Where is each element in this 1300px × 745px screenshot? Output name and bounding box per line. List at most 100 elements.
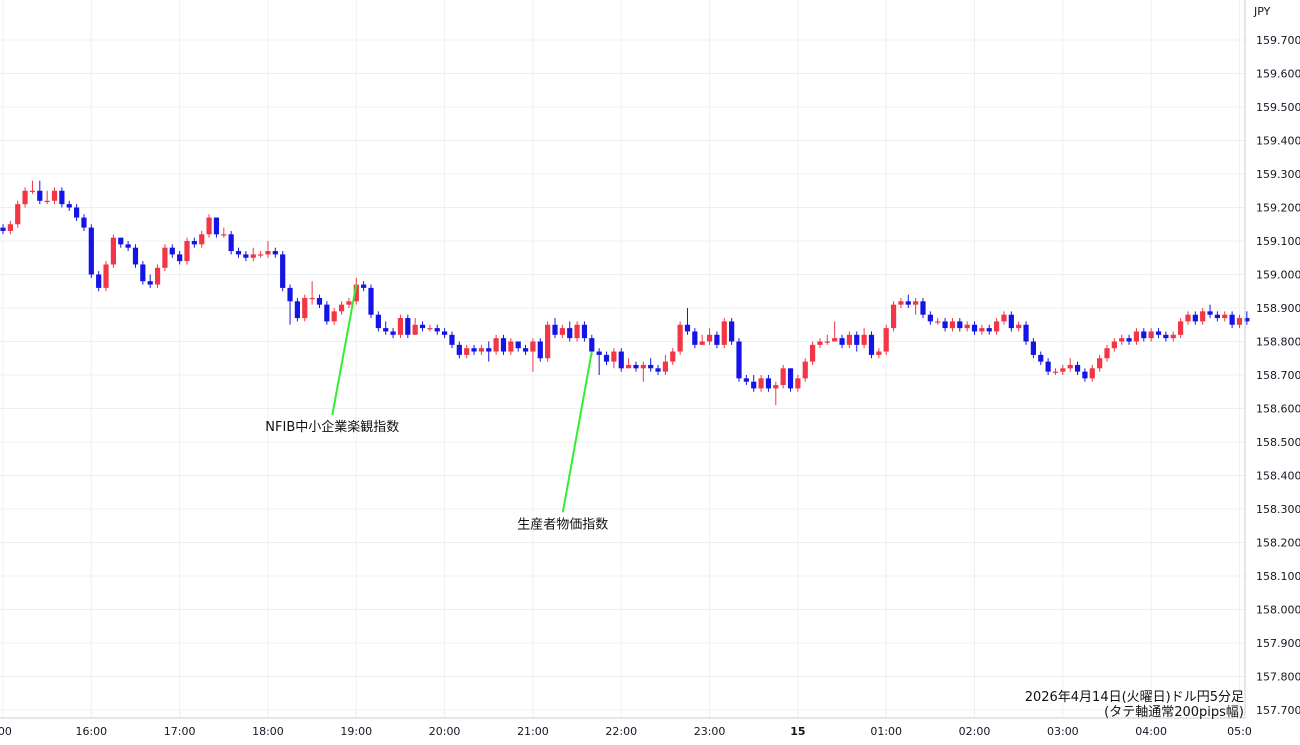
candle bbox=[1074, 361, 1081, 375]
candle bbox=[272, 247, 278, 258]
time-tick-label: 02:00 bbox=[959, 725, 991, 738]
candle bbox=[96, 271, 102, 292]
candle bbox=[51, 187, 58, 205]
candle-body bbox=[589, 338, 595, 352]
candle-body bbox=[684, 324, 691, 332]
candle bbox=[802, 358, 808, 382]
candle-body bbox=[1126, 338, 1132, 342]
candle-body bbox=[427, 328, 433, 330]
candle-body bbox=[265, 251, 271, 255]
price-tick-label: 157.800 bbox=[1256, 671, 1300, 684]
candle bbox=[412, 318, 418, 335]
time-tick-label: 03:00 bbox=[1047, 725, 1079, 738]
time-tick-label: :00 bbox=[0, 725, 12, 738]
candle-body bbox=[486, 348, 492, 352]
time-tick-label: 05:0 bbox=[1227, 725, 1252, 738]
candle bbox=[493, 334, 499, 355]
candle-body bbox=[132, 247, 139, 265]
candle bbox=[287, 284, 293, 325]
candle bbox=[29, 180, 36, 195]
currency-label[interactable]: JPY bbox=[1254, 5, 1271, 18]
candle-body bbox=[758, 378, 764, 389]
candle-body bbox=[537, 341, 543, 359]
candle-body bbox=[545, 324, 551, 359]
candle bbox=[721, 318, 727, 349]
candle bbox=[839, 334, 845, 349]
candle bbox=[169, 244, 175, 258]
candle bbox=[787, 368, 794, 392]
candle-body bbox=[603, 354, 610, 362]
candle-body bbox=[1155, 331, 1162, 335]
candle bbox=[228, 230, 234, 255]
candle bbox=[338, 301, 345, 315]
candle bbox=[1045, 358, 1051, 375]
candle-body bbox=[596, 351, 602, 355]
candle-body bbox=[1244, 318, 1250, 322]
candle bbox=[581, 321, 588, 342]
candle bbox=[846, 331, 852, 349]
candle-body bbox=[500, 338, 507, 352]
candle-body bbox=[611, 351, 617, 362]
candle-body bbox=[353, 284, 359, 302]
candle-body bbox=[508, 341, 514, 352]
time-tick-label: 23:00 bbox=[694, 725, 726, 738]
candle-body bbox=[316, 297, 323, 305]
candle-body bbox=[103, 264, 109, 288]
candle bbox=[1104, 344, 1110, 362]
candle-body bbox=[478, 348, 484, 352]
candle bbox=[162, 244, 168, 272]
candle bbox=[213, 217, 220, 238]
candle bbox=[979, 324, 985, 335]
candle bbox=[221, 227, 227, 238]
candle bbox=[618, 348, 624, 372]
candle bbox=[567, 321, 573, 342]
candle-body bbox=[1111, 341, 1117, 349]
candle-body bbox=[868, 334, 875, 355]
candle-body bbox=[302, 297, 308, 319]
grid-lines bbox=[0, 0, 1245, 718]
candle-body bbox=[1030, 341, 1036, 355]
candle-body bbox=[1200, 311, 1206, 322]
candle-body bbox=[986, 328, 992, 332]
candle-body bbox=[154, 267, 161, 285]
candle-body bbox=[1097, 358, 1103, 369]
candle bbox=[1170, 331, 1176, 342]
candle-body bbox=[346, 301, 352, 305]
candle bbox=[648, 358, 654, 372]
candle bbox=[861, 328, 867, 349]
candle bbox=[1148, 328, 1154, 342]
candle bbox=[383, 321, 389, 335]
annotation-line bbox=[331, 284, 358, 416]
candle bbox=[574, 321, 580, 342]
candle bbox=[832, 321, 838, 342]
candle bbox=[626, 358, 632, 369]
candle bbox=[1030, 338, 1036, 359]
time-tick-label: 17:00 bbox=[164, 725, 196, 738]
time-tick-label: 21:00 bbox=[517, 725, 549, 738]
candle bbox=[486, 341, 492, 362]
candle bbox=[235, 247, 242, 258]
candle bbox=[206, 214, 212, 238]
candle-body bbox=[935, 321, 941, 323]
candle bbox=[471, 344, 477, 355]
candle bbox=[1178, 318, 1184, 339]
candle-body bbox=[280, 254, 286, 288]
candle-body bbox=[714, 334, 720, 345]
candle bbox=[405, 314, 411, 339]
candle-body bbox=[787, 368, 794, 389]
candle-body bbox=[1192, 314, 1198, 322]
candle-body bbox=[294, 301, 300, 319]
candle-body bbox=[1141, 331, 1147, 339]
candle bbox=[670, 348, 676, 365]
candle-body bbox=[567, 328, 573, 339]
candle-body bbox=[250, 254, 256, 258]
candle bbox=[1244, 311, 1250, 325]
candle-body bbox=[751, 381, 757, 389]
candle bbox=[1133, 328, 1140, 345]
candle-body bbox=[361, 284, 367, 288]
candle bbox=[1192, 311, 1198, 325]
candle-body bbox=[7, 224, 13, 231]
candle-body bbox=[397, 318, 404, 335]
time-tick-label: 22:00 bbox=[605, 725, 637, 738]
